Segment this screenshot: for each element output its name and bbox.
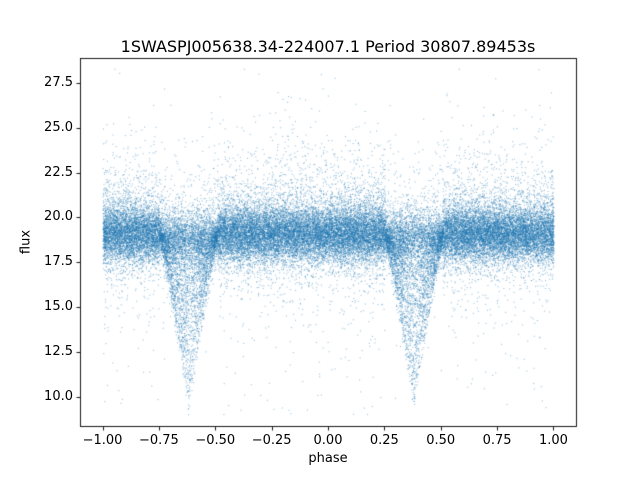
x-tick-label: −1.00 bbox=[82, 433, 123, 448]
x-axis-label: phase bbox=[308, 451, 348, 466]
x-tick-label: −0.50 bbox=[195, 433, 236, 448]
y-tick-label: 22.5 bbox=[44, 164, 73, 180]
y-tick-label: 17.5 bbox=[44, 254, 73, 270]
y-tick-label: 12.5 bbox=[44, 343, 73, 359]
x-tick-label: 0.00 bbox=[313, 433, 343, 448]
x-tick-label: 0.75 bbox=[482, 433, 512, 448]
y-tick-label: 10.0 bbox=[44, 388, 73, 404]
x-tick-label: 0.50 bbox=[426, 433, 456, 448]
y-tick-label: 20.0 bbox=[44, 209, 73, 225]
x-tick-label: 0.25 bbox=[369, 433, 399, 448]
chart-title: 1SWASPJ005638.34-224007.1 Period 30807.8… bbox=[120, 37, 536, 56]
y-tick-label: 27.5 bbox=[44, 75, 73, 91]
y-tick-label: 15.0 bbox=[44, 298, 73, 314]
x-tick-label: −0.25 bbox=[251, 433, 292, 448]
y-axis-label: flux bbox=[18, 229, 34, 255]
x-tick-label: −0.75 bbox=[138, 433, 179, 448]
y-tick-label: 25.0 bbox=[44, 119, 73, 135]
x-tick-label: 1.00 bbox=[538, 433, 568, 448]
